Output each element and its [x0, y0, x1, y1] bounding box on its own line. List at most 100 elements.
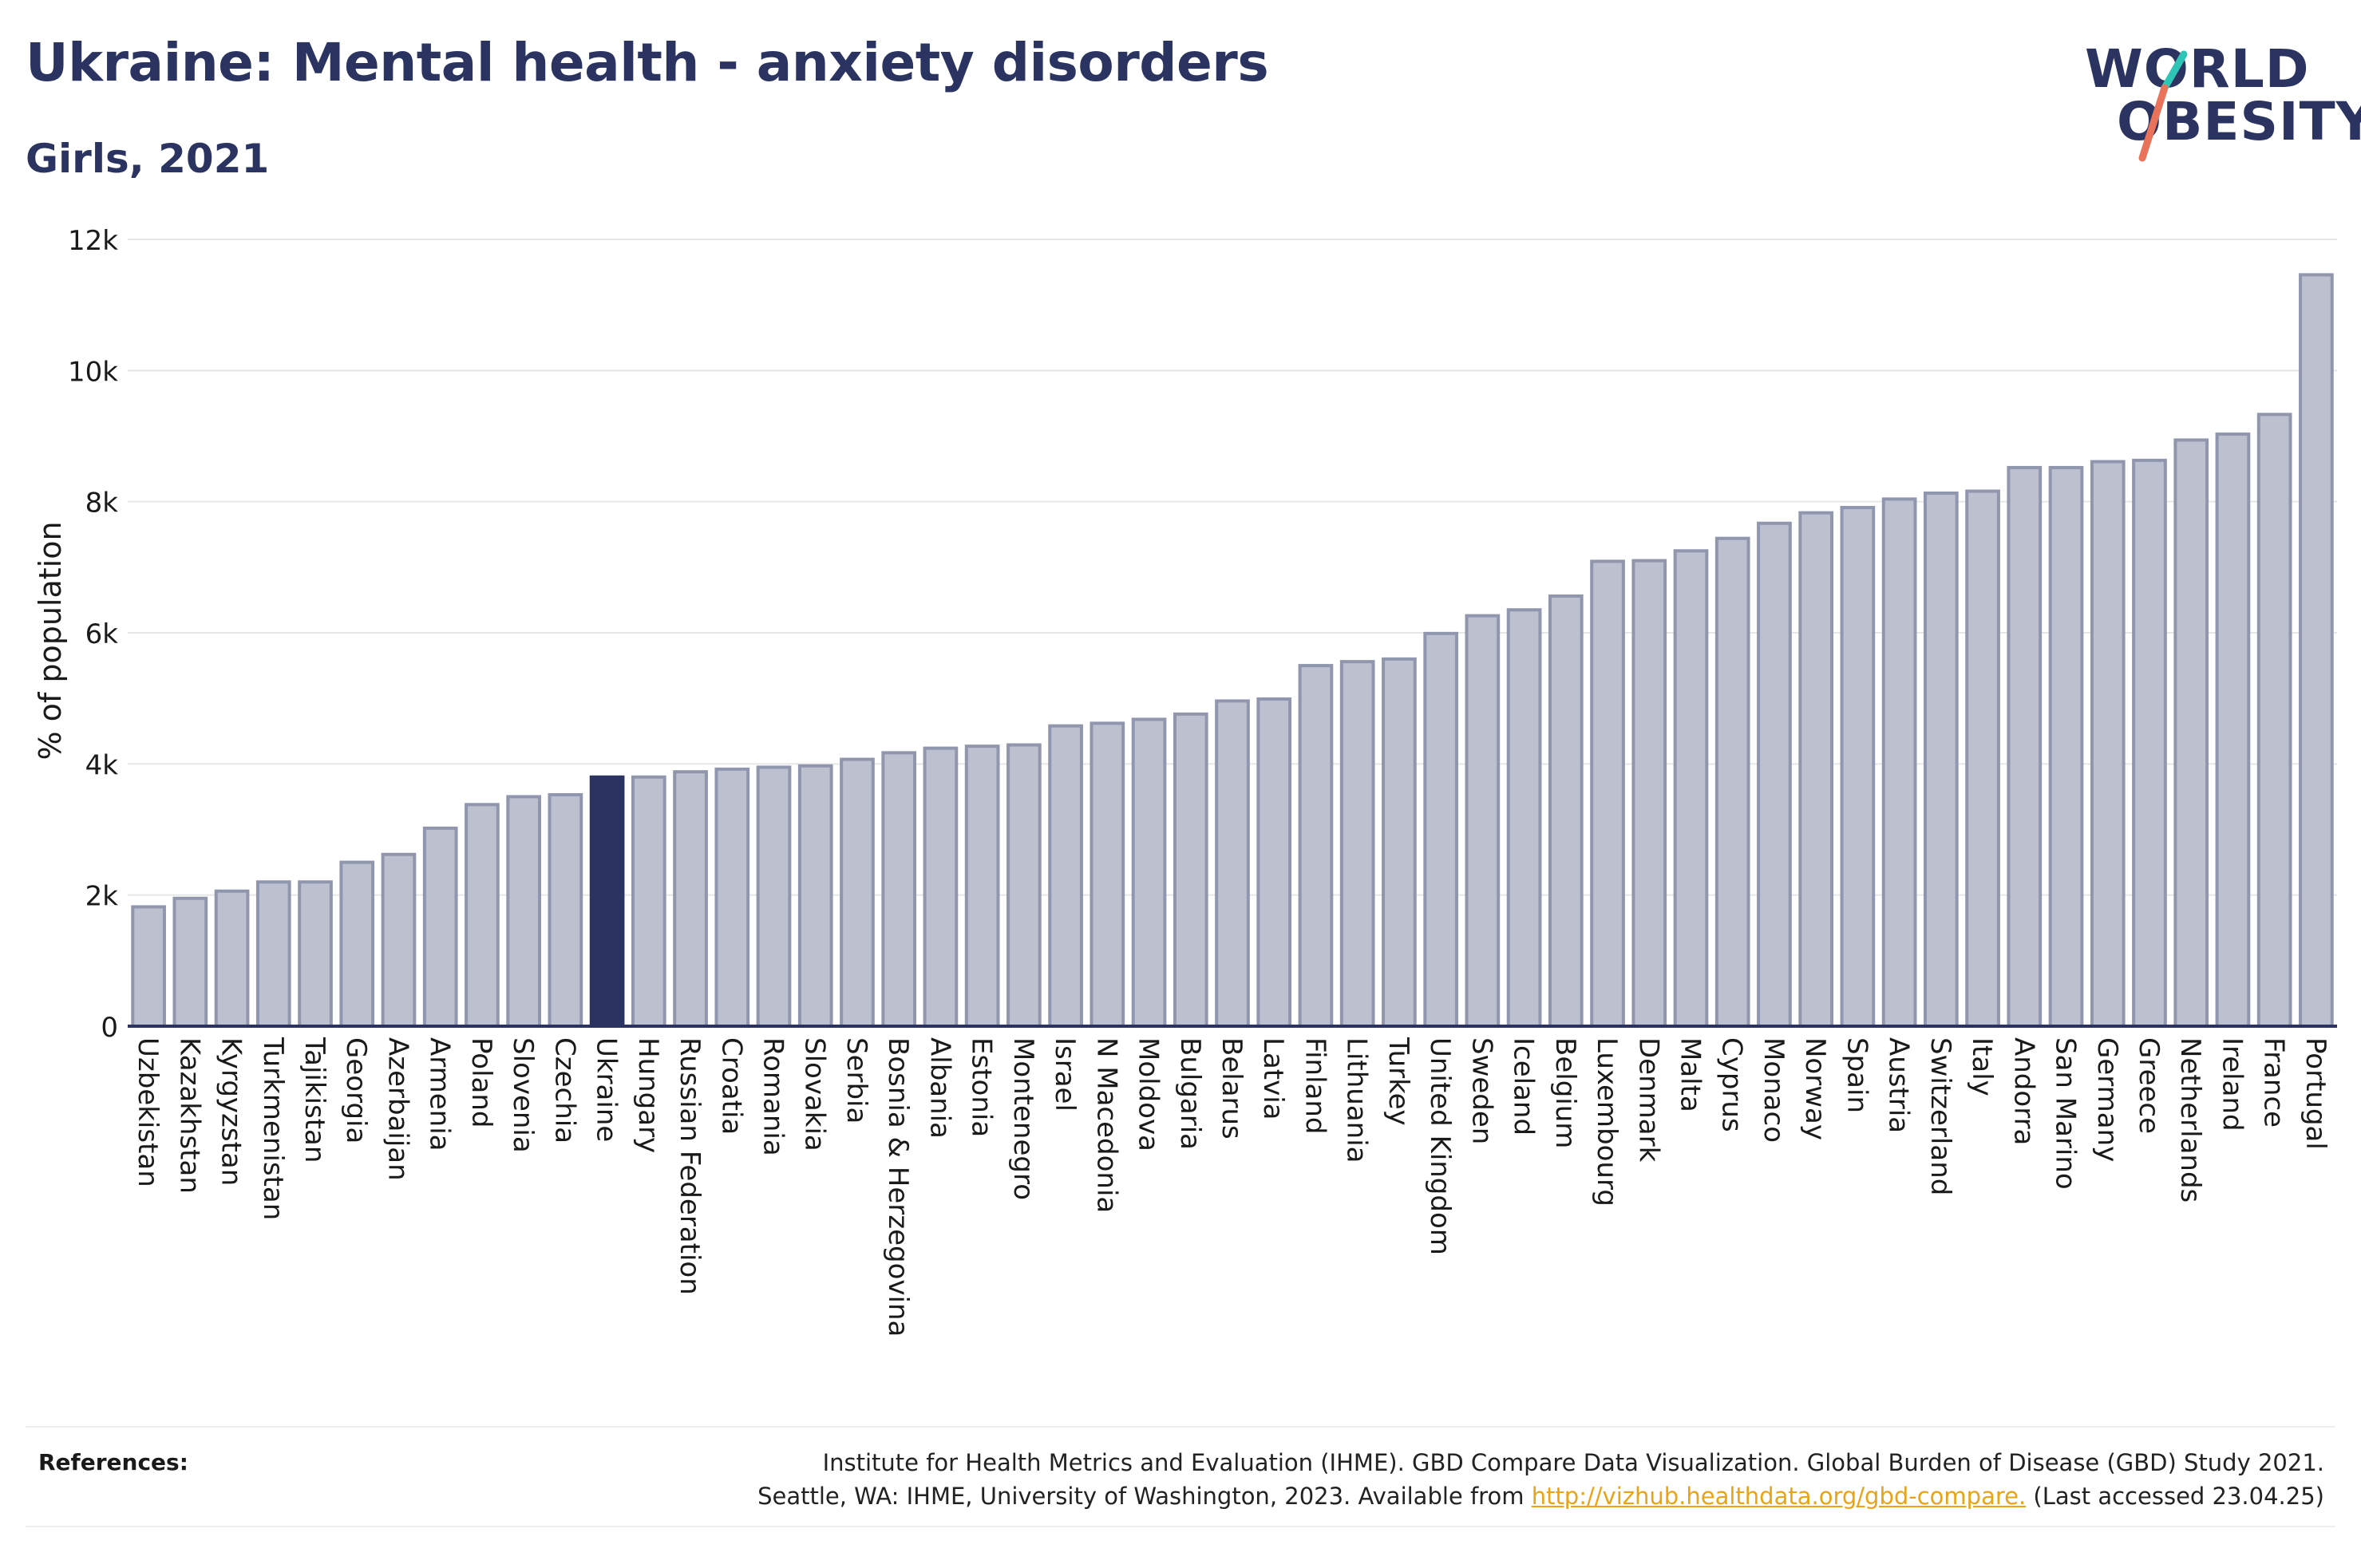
bar-tajikistan: [298, 880, 333, 1028]
y-tick-label: 10k: [68, 356, 118, 388]
references-text: Institute for Health Metrics and Evaluat…: [488, 1446, 2324, 1513]
x-tick-label: Andorra: [2007, 1037, 2039, 1145]
x-tick-label: Slovakia: [799, 1037, 831, 1151]
x-tick-label: Moldova: [1133, 1037, 1165, 1151]
x-tick-label: Lithuania: [1341, 1037, 1373, 1163]
x-tick-label: Albania: [923, 1037, 955, 1139]
bar-chart: 0 2k 4k 6k 8k 10k 12k % of population Uzbekistan…: [33, 225, 2337, 1337]
x-tick-label: Estonia: [966, 1037, 998, 1137]
bar-armenia: [422, 826, 458, 1029]
bar-germany: [2090, 460, 2126, 1029]
bar-estonia: [964, 745, 1000, 1028]
x-tick-label: Portugal: [2300, 1037, 2331, 1150]
bar-ireland: [2215, 432, 2251, 1029]
x-tick-label: Czechia: [548, 1037, 580, 1143]
bar-monaco: [1757, 521, 1792, 1028]
x-tick-label: Turkey: [1382, 1037, 1414, 1126]
bar-montenegro: [1006, 743, 1042, 1028]
bar-serbia: [840, 757, 875, 1028]
bar-denmark: [1631, 559, 1667, 1029]
y-tick-label: 0: [101, 1012, 118, 1044]
x-tick-label: N Macedonia: [1090, 1037, 1122, 1213]
y-tick-label: 8k: [85, 488, 119, 519]
bar-cyprus: [1714, 536, 1750, 1028]
x-tick-label: Switzerland: [1924, 1037, 1956, 1195]
x-tick-label: Malta: [1674, 1037, 1706, 1112]
bar-belarus: [1215, 699, 1250, 1028]
x-tick-label: Azerbaijan: [382, 1037, 413, 1181]
x-tick-label: Belarus: [1216, 1037, 1248, 1139]
x-tick-label: Bulgaria: [1174, 1037, 1206, 1150]
x-tick-label: Armenia: [424, 1037, 456, 1151]
x-tick-label: Sweden: [1465, 1037, 1497, 1144]
x-tick-label: Ukraine: [591, 1037, 623, 1142]
x-tick-label: San Marino: [2050, 1037, 2082, 1190]
bar-luxembourg: [1590, 559, 1625, 1028]
x-tick-label: Russian Federation: [674, 1037, 706, 1295]
references-line-2-prefix: Seattle, WA: IHME, University of Washing…: [757, 1483, 1532, 1510]
x-tick-label: Monaco: [1758, 1037, 1790, 1143]
x-tick-label: Croatia: [715, 1037, 747, 1135]
x-tick-label: Latvia: [1257, 1037, 1289, 1120]
x-tick-label: Cyprus: [1716, 1037, 1748, 1132]
x-tick-label: Ireland: [2216, 1037, 2248, 1132]
bar-iceland: [1506, 608, 1542, 1029]
bar-russian-federation: [673, 770, 708, 1029]
references-line-1: Institute for Health Metrics and Evaluat…: [822, 1449, 2324, 1476]
x-tick-label: Denmark: [1632, 1037, 1664, 1163]
bar-austria: [1881, 497, 1917, 1028]
y-tick-label: 12k: [68, 225, 118, 257]
x-tick-label: Serbia: [840, 1037, 872, 1124]
references-divider-top: [26, 1426, 2335, 1428]
x-tick-label: Bosnia & Herzegovina: [882, 1037, 914, 1337]
x-tick-label: United Kingdom: [1424, 1037, 1456, 1255]
bar-malta: [1673, 549, 1709, 1028]
x-tick-label: Poland: [465, 1037, 497, 1128]
x-tick-label: Finland: [1299, 1037, 1331, 1135]
bar-uzbekistan: [131, 905, 166, 1028]
bar-switzerland: [1924, 491, 1959, 1028]
bar-belgium: [1548, 594, 1584, 1028]
bar-albania: [923, 746, 959, 1028]
bar-italy: [1965, 489, 2000, 1028]
references-line-2: Seattle, WA: IHME, University of Washing…: [488, 1479, 2324, 1513]
x-tick-label: Kazakhstan: [173, 1037, 205, 1194]
bar-bosnia-herzegovina: [881, 751, 917, 1028]
x-tick-label: Austria: [1883, 1037, 1915, 1133]
references-link[interactable]: http://vizhub.healthdata.org/gbd-compare…: [1531, 1483, 2027, 1510]
bar-israel: [1048, 724, 1083, 1029]
world-obesity-logo: WORLD OBESITY: [2075, 24, 2361, 168]
bar-hungary: [631, 775, 666, 1028]
bar-czechia: [548, 792, 583, 1028]
references-divider-bottom: [26, 1526, 2335, 1527]
bar-andorra: [2007, 465, 2043, 1028]
bar-spain: [1840, 506, 1876, 1029]
x-tick-label: Iceland: [1508, 1037, 1540, 1136]
bar-azerbaijan: [381, 852, 417, 1028]
x-tick-label: Israel: [1049, 1037, 1081, 1112]
x-tick-label: Romania: [757, 1037, 789, 1156]
x-tick-label: Spain: [1841, 1037, 1873, 1113]
bar-slovakia: [797, 764, 833, 1028]
bar-kyrgyzstan: [214, 889, 250, 1029]
x-tick-label: Norway: [1799, 1037, 1831, 1140]
x-tick-label: Hungary: [632, 1037, 664, 1153]
x-tick-label: Italy: [1966, 1037, 1998, 1096]
bar-portugal: [2299, 273, 2334, 1029]
bar-georgia: [339, 860, 375, 1028]
y-tick-label: 4k: [85, 749, 119, 781]
bar-netherlands: [2173, 438, 2209, 1028]
bar-bulgaria: [1173, 712, 1208, 1028]
bar-france: [2256, 413, 2292, 1028]
x-tick-label: Germany: [2091, 1037, 2123, 1162]
logo-text-world: WORLD: [2085, 38, 2310, 100]
x-tick-label: Slovenia: [507, 1037, 539, 1153]
chart-subtitle: Girls, 2021: [26, 136, 270, 182]
bar-moldova: [1131, 717, 1167, 1029]
bar-highlight-ukraine: [589, 775, 625, 1028]
x-tick-label: Turkmenistan: [257, 1037, 289, 1220]
references-label: References:: [38, 1449, 188, 1475]
x-tick-label: Luxembourg: [1591, 1037, 1623, 1207]
bar-n-macedonia: [1090, 721, 1125, 1028]
bar-croatia: [714, 767, 750, 1028]
